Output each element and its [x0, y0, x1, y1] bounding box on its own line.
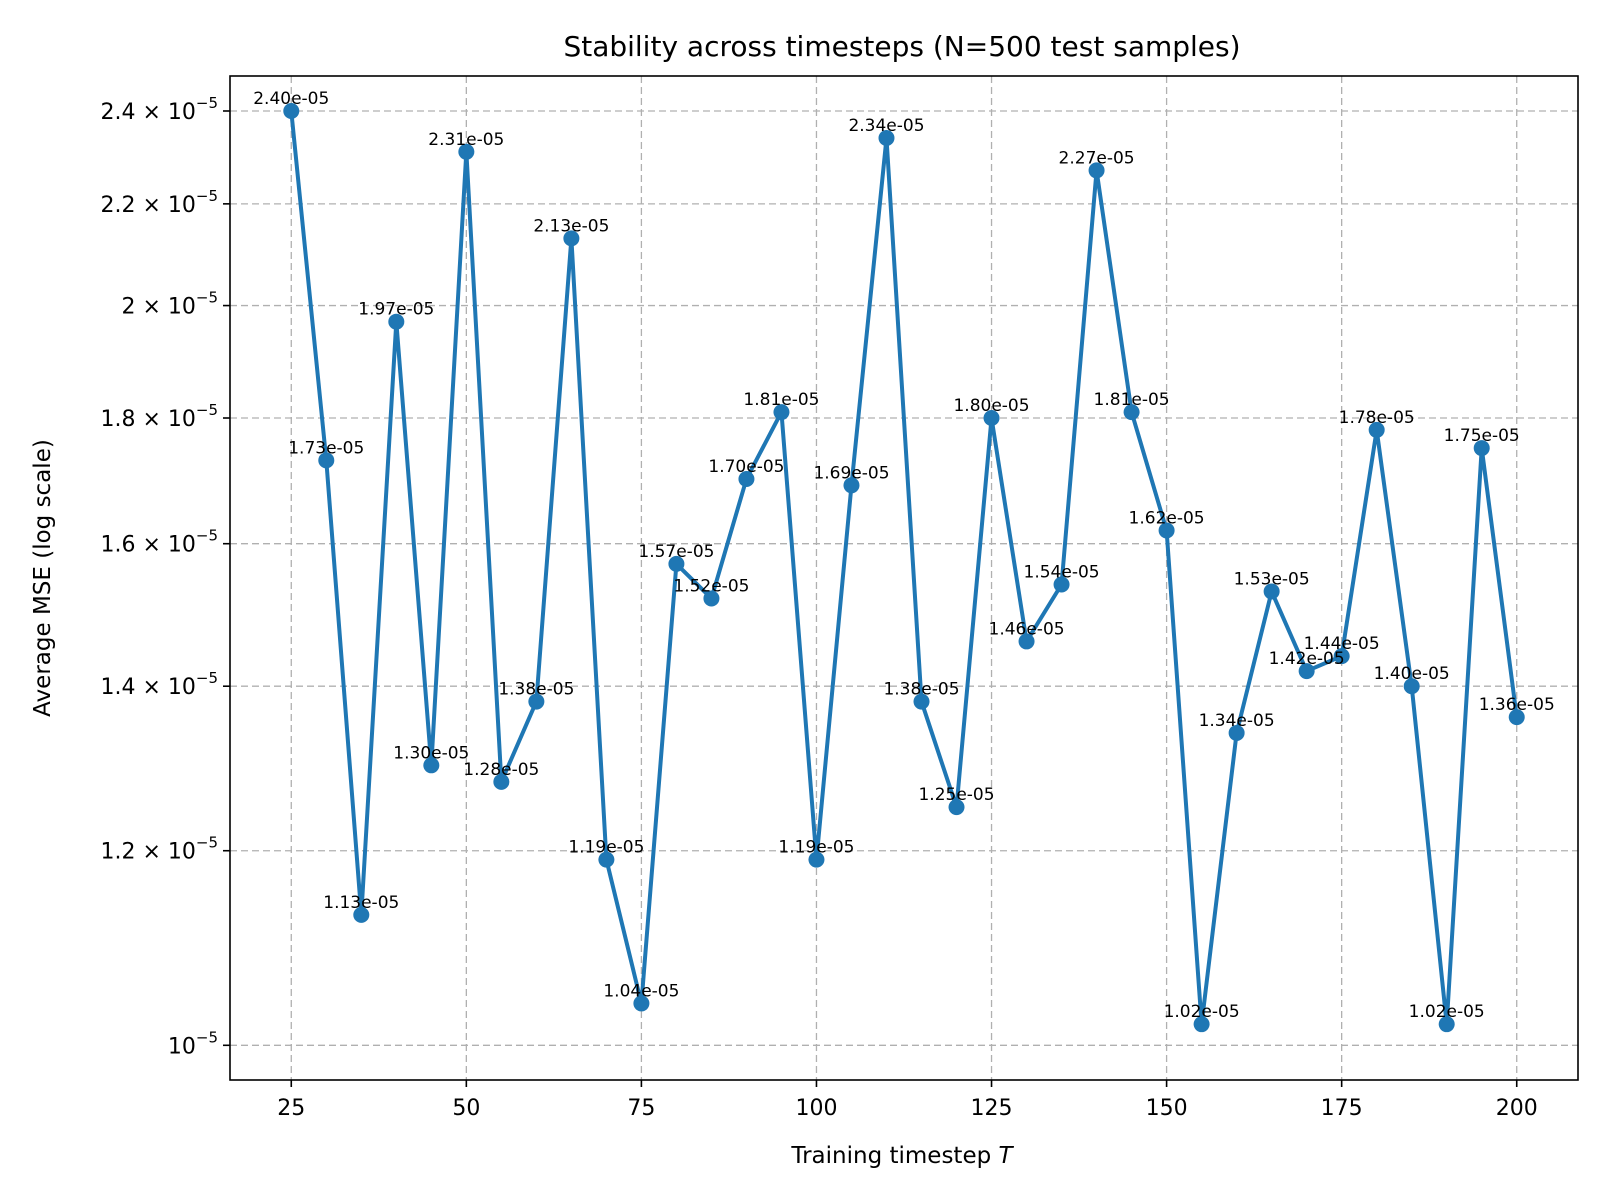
- data-point-label: 1.46e-05: [989, 619, 1065, 639]
- data-point-label: 2.27e-05: [1059, 148, 1135, 168]
- data-point-label: 1.36e-05: [1479, 695, 1555, 715]
- data-point-label: 1.62e-05: [1129, 508, 1205, 528]
- data-point-marker: [703, 590, 720, 607]
- data-point-label: 1.78e-05: [1339, 408, 1415, 428]
- data-point-marker: [1438, 1016, 1455, 1033]
- data-point-marker: [843, 477, 860, 494]
- data-point-marker: [1263, 583, 1280, 600]
- data-point-label: 1.53e-05: [1234, 569, 1310, 589]
- tick-layer: 25 50 75 100 125 150 175 200 10−5 1.2 × 10−5 1.4 ×…: [100, 94, 1537, 1121]
- data-point-label: 1.52e-05: [673, 576, 749, 596]
- y-tick-label: 2.2 × 10−5: [100, 187, 218, 218]
- y-tick-label: 1.4 × 10−5: [100, 669, 218, 700]
- data-point-label: 1.34e-05: [1199, 711, 1275, 731]
- y-tick-label: 1.6 × 10−5: [100, 527, 218, 558]
- data-point-marker: [1333, 648, 1350, 665]
- y-tick-label: 1.2 × 10−5: [100, 834, 218, 865]
- data-point-label: 1.25e-05: [918, 785, 994, 805]
- data-point-marker: [1228, 724, 1245, 741]
- data-point-marker: [423, 757, 440, 774]
- data-point-marker: [1368, 421, 1385, 438]
- data-point-label: 1.42e-05: [1269, 649, 1345, 669]
- data-point-marker: [598, 851, 615, 868]
- data-point-label: 1.81e-05: [743, 390, 819, 410]
- data-point-label: 1.13e-05: [323, 893, 399, 913]
- data-point-label: 1.02e-05: [1409, 1002, 1485, 1022]
- data-point-label: 1.75e-05: [1444, 426, 1520, 446]
- x-tick-label: 125: [971, 1096, 1013, 1121]
- data-point-marker: [1053, 576, 1070, 593]
- data-point-marker: [738, 471, 755, 488]
- data-point-marker: [878, 130, 895, 147]
- data-point-marker: [1473, 440, 1490, 457]
- y-tick-label: 10−5: [168, 1028, 218, 1059]
- data-point-marker: [808, 851, 825, 868]
- data-point-label: 2.31e-05: [428, 130, 504, 150]
- y-tick-label: 1.8 × 10−5: [100, 401, 218, 432]
- data-point-marker: [493, 773, 510, 790]
- data-point-marker: [1018, 633, 1035, 650]
- data-label-layer: 2.40e-05 1.73e-05 1.13e-05 1.97e-05 1.30e-05…: [253, 89, 1555, 1022]
- data-point-marker: [1403, 678, 1420, 695]
- data-point-label: 1.54e-05: [1024, 562, 1100, 582]
- data-point-marker: [1298, 663, 1315, 680]
- data-point-marker: [913, 693, 930, 710]
- data-point-marker: [1158, 522, 1175, 539]
- data-point-label: 1.81e-05: [1094, 390, 1170, 410]
- x-axis-label: Training timestep T: [790, 1143, 1014, 1169]
- data-point-marker: [948, 799, 965, 816]
- data-point-marker: [353, 906, 370, 923]
- x-tick-label: 25: [277, 1096, 305, 1121]
- data-point-marker: [458, 143, 475, 160]
- x-tick-label: 75: [627, 1096, 655, 1121]
- x-tick-label: 150: [1146, 1096, 1188, 1121]
- data-point-label: 1.40e-05: [1374, 664, 1450, 684]
- data-point-label: 1.97e-05: [358, 300, 434, 320]
- data-point-marker: [528, 693, 545, 710]
- data-point-label: 1.80e-05: [953, 396, 1029, 416]
- data-point-label: 1.69e-05: [813, 463, 889, 483]
- data-point-label: 1.04e-05: [603, 981, 679, 1001]
- x-tick-label: 200: [1496, 1096, 1538, 1121]
- data-point-label: 1.28e-05: [463, 760, 539, 780]
- data-point-marker: [983, 410, 1000, 427]
- data-point-label: 1.30e-05: [393, 743, 469, 763]
- data-point-label: 1.19e-05: [778, 838, 854, 858]
- y-tick-label: 2 × 10−5: [121, 289, 218, 320]
- data-point-marker: [1508, 709, 1525, 726]
- data-point-marker: [633, 995, 650, 1012]
- data-point-label: 2.34e-05: [848, 116, 924, 136]
- chart-title: Stability across timesteps (N=500 test s…: [563, 30, 1240, 63]
- data-point-label: 1.02e-05: [1164, 1002, 1240, 1022]
- data-point-marker: [388, 313, 405, 330]
- plot-frame: [229, 75, 1579, 1081]
- data-point-label: 2.13e-05: [533, 216, 609, 236]
- data-point-marker: [563, 230, 580, 247]
- data-point-marker: [773, 404, 790, 421]
- data-point-label: 1.19e-05: [568, 838, 644, 858]
- x-axis-variable: T: [999, 1143, 1015, 1169]
- data-point-marker: [318, 452, 335, 469]
- y-axis-label: Average MSE (log scale): [30, 439, 56, 717]
- data-point-label: 1.38e-05: [883, 680, 959, 700]
- data-point-label: 1.38e-05: [498, 680, 574, 700]
- data-point-label: 1.70e-05: [708, 457, 784, 477]
- x-tick-label: 50: [452, 1096, 480, 1121]
- data-point-marker: [1123, 404, 1140, 421]
- data-point-label: 1.44e-05: [1304, 634, 1380, 654]
- x-tick-label: 100: [795, 1096, 837, 1121]
- data-point-marker: [283, 102, 300, 119]
- data-point-label: 1.57e-05: [638, 542, 714, 562]
- data-point-label: 2.40e-05: [253, 89, 329, 109]
- x-tick-label: 175: [1321, 1096, 1363, 1121]
- data-point-marker: [668, 555, 685, 572]
- y-tick-label: 2.4 × 10−5: [100, 94, 218, 125]
- data-point-marker: [1193, 1016, 1210, 1033]
- data-point-marker: [1088, 162, 1105, 179]
- series-layer: [283, 102, 1525, 1033]
- data-point-label: 1.73e-05: [288, 438, 364, 458]
